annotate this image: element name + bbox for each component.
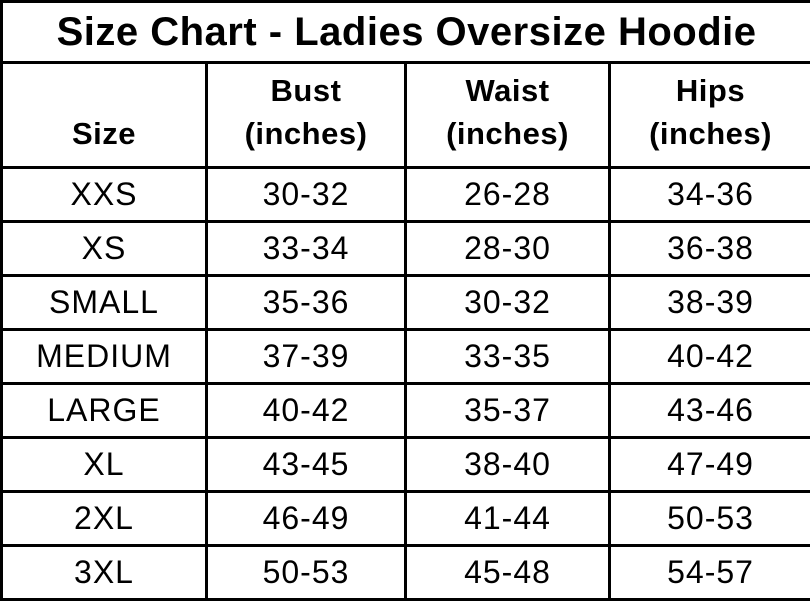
title-row: Size Chart - Ladies Oversize Hoodie: [2, 2, 810, 63]
size-cell: 3XL: [2, 546, 207, 600]
column-header-size: Size: [2, 63, 207, 168]
column-header-label: Hips: [611, 70, 810, 113]
column-header-label: Size: [3, 113, 205, 156]
table-row: XXS 30-32 26-28 34-36: [2, 168, 810, 222]
bust-cell: 30-32: [207, 168, 406, 222]
header-row: Size Bust (inches) Waist (inches) Hips (…: [2, 63, 810, 168]
hips-cell: 47-49: [610, 438, 810, 492]
column-header-unit: (inches): [611, 113, 810, 156]
hips-cell: 54-57: [610, 546, 810, 600]
waist-cell: 38-40: [406, 438, 610, 492]
column-header-hips: Hips (inches): [610, 63, 810, 168]
hips-cell: 43-46: [610, 384, 810, 438]
size-cell: SMALL: [2, 276, 207, 330]
size-cell: MEDIUM: [2, 330, 207, 384]
column-header-waist: Waist (inches): [406, 63, 610, 168]
waist-cell: 26-28: [406, 168, 610, 222]
column-header-unit: (inches): [208, 113, 404, 156]
size-cell: LARGE: [2, 384, 207, 438]
hips-cell: 38-39: [610, 276, 810, 330]
waist-cell: 33-35: [406, 330, 610, 384]
hips-cell: 40-42: [610, 330, 810, 384]
waist-cell: 30-32: [406, 276, 610, 330]
bust-cell: 50-53: [207, 546, 406, 600]
bust-cell: 40-42: [207, 384, 406, 438]
table-body: XXS 30-32 26-28 34-36 XS 33-34 28-30 36-…: [2, 168, 810, 600]
waist-cell: 28-30: [406, 222, 610, 276]
column-header-label: Waist: [407, 70, 608, 113]
bust-cell: 33-34: [207, 222, 406, 276]
size-cell: 2XL: [2, 492, 207, 546]
column-header-unit: (inches): [407, 113, 608, 156]
waist-cell: 35-37: [406, 384, 610, 438]
waist-cell: 45-48: [406, 546, 610, 600]
table-row: SMALL 35-36 30-32 38-39: [2, 276, 810, 330]
waist-cell: 41-44: [406, 492, 610, 546]
table-row: MEDIUM 37-39 33-35 40-42: [2, 330, 810, 384]
table-row: XL 43-45 38-40 47-49: [2, 438, 810, 492]
table-row: XS 33-34 28-30 36-38: [2, 222, 810, 276]
bust-cell: 43-45: [207, 438, 406, 492]
table-row: 3XL 50-53 45-48 54-57: [2, 546, 810, 600]
column-header-bust: Bust (inches): [207, 63, 406, 168]
hips-cell: 36-38: [610, 222, 810, 276]
table-row: LARGE 40-42 35-37 43-46: [2, 384, 810, 438]
bust-cell: 37-39: [207, 330, 406, 384]
column-header-label: Bust: [208, 70, 404, 113]
table-row: 2XL 46-49 41-44 50-53: [2, 492, 810, 546]
bust-cell: 35-36: [207, 276, 406, 330]
hips-cell: 50-53: [610, 492, 810, 546]
size-cell: XS: [2, 222, 207, 276]
chart-title: Size Chart - Ladies Oversize Hoodie: [2, 2, 810, 63]
size-cell: XXS: [2, 168, 207, 222]
hips-cell: 34-36: [610, 168, 810, 222]
size-cell: XL: [2, 438, 207, 492]
bust-cell: 46-49: [207, 492, 406, 546]
